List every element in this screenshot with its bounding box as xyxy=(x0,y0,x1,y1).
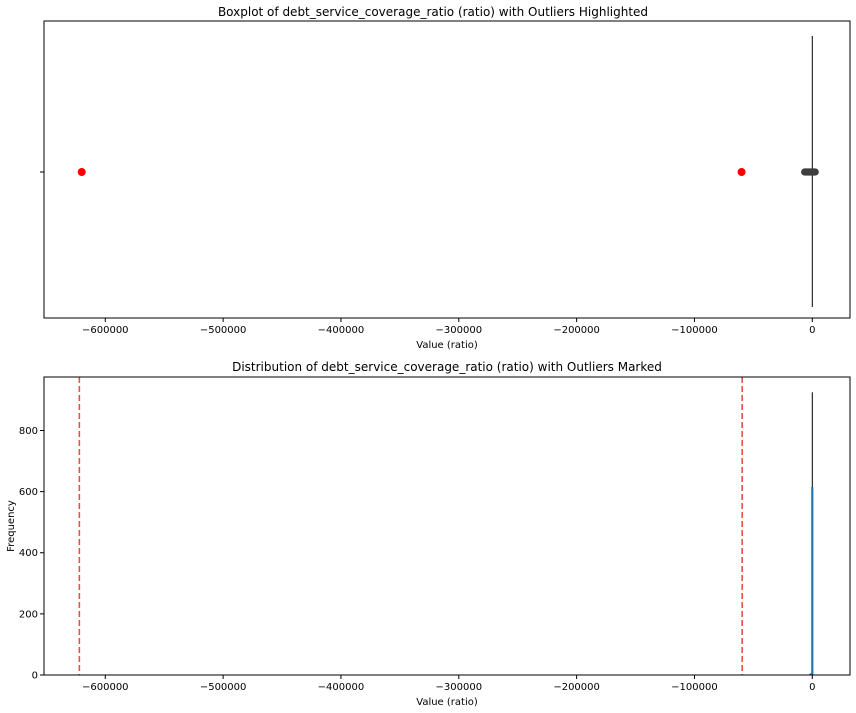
x-tick-label: −400000 xyxy=(318,682,365,693)
boxplot-panel: Boxplot of debt_service_coverage_ratio (… xyxy=(40,5,851,351)
boxplot-marks xyxy=(77,36,819,307)
histogram-x-ticks: −600000 −500000 −400000 −300000 −200000 −1000… xyxy=(82,675,815,693)
histogram-title: Distribution of debt_service_coverage_ra… xyxy=(232,360,662,374)
cluster-outlier-point xyxy=(811,168,819,176)
histogram-bar xyxy=(809,673,812,675)
highlighted-outlier-point xyxy=(77,168,86,176)
x-tick-label: −100000 xyxy=(671,325,718,336)
histogram-y-label: Frequency xyxy=(6,500,17,552)
y-tick-label: 400 xyxy=(19,548,38,559)
x-tick-label: −500000 xyxy=(200,325,247,336)
x-tick-label: 0 xyxy=(809,325,815,336)
histogram-y-ticks: 0 200 400 600 800 xyxy=(19,426,44,682)
histogram-marks xyxy=(78,377,814,675)
y-tick-label: 0 xyxy=(32,671,38,682)
histogram-axes-frame xyxy=(43,376,851,676)
y-tick-label: 800 xyxy=(19,426,38,437)
highlighted-outlier-point xyxy=(737,168,746,176)
x-tick-label: −600000 xyxy=(82,325,129,336)
x-tick-label: −200000 xyxy=(553,682,600,693)
boxplot-x-ticks: −600000 −500000 −400000 −300000 −200000 −1000… xyxy=(82,318,815,336)
boxplot-axes-frame xyxy=(43,20,851,319)
x-tick-label: −300000 xyxy=(436,682,483,693)
boxplot-title: Boxplot of debt_service_coverage_ratio (… xyxy=(218,5,648,19)
x-tick-label: −300000 xyxy=(436,325,483,336)
histogram-x-label: Value (ratio) xyxy=(416,697,478,708)
y-tick-label: 600 xyxy=(19,487,38,498)
x-tick-label: −400000 xyxy=(318,325,365,336)
histogram-panel: Distribution of debt_service_coverage_ra… xyxy=(6,360,851,708)
x-tick-label: −600000 xyxy=(82,682,129,693)
x-tick-label: −200000 xyxy=(553,325,600,336)
boxplot-x-label: Value (ratio) xyxy=(416,340,478,351)
histogram-bar xyxy=(811,487,814,675)
x-tick-label: 0 xyxy=(809,682,815,693)
x-tick-label: −500000 xyxy=(200,682,247,693)
y-tick-label: 200 xyxy=(19,609,38,620)
x-tick-label: −100000 xyxy=(671,682,718,693)
